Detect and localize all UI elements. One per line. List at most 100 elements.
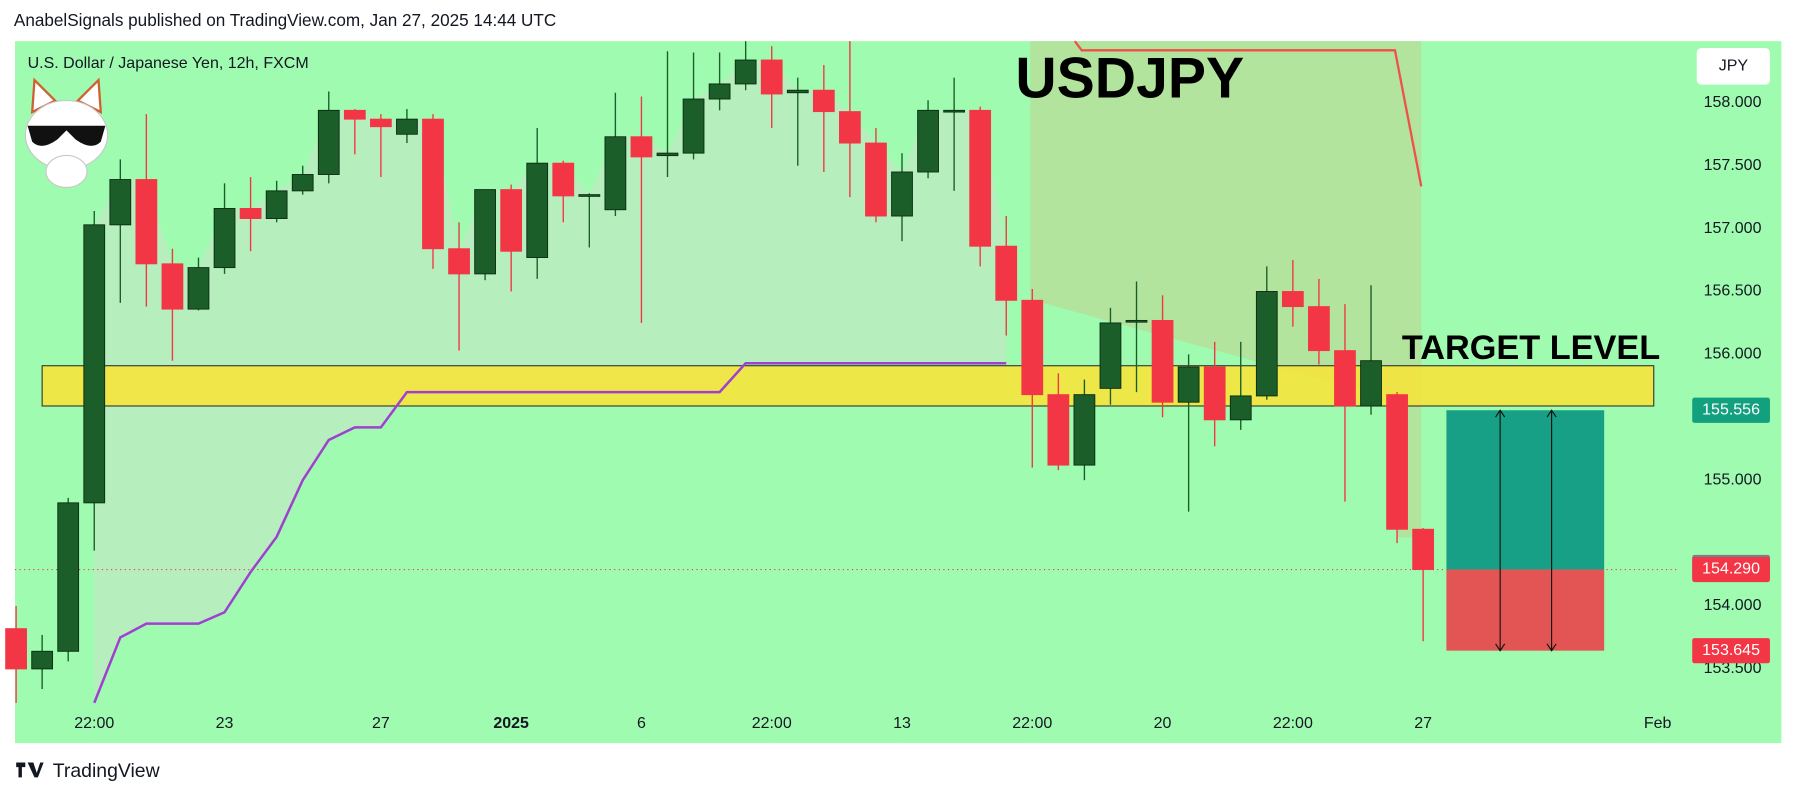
candle-body [265,190,288,219]
projection-line [1073,40,1423,187]
candle-body [760,59,783,95]
currency-label: JPY [1719,58,1749,75]
plot-layer: TARGET LEVEL 153.500 154.000 155.000 156.000… [5,41,1770,744]
x-tick-label: Feb [1644,715,1672,732]
currency-box [1696,48,1770,85]
y-tick-label: 156.000 [1704,346,1762,363]
candle-body [474,189,496,275]
y-tick-label: 158.000 [1704,94,1762,111]
candle-body [865,142,887,217]
candle-body [786,89,809,94]
candle-body [1021,299,1044,396]
x-tick-label: 22:00 [752,715,792,732]
candle-body [943,109,966,113]
candle-body [1099,322,1122,389]
candle-body [812,89,835,113]
candle-body [239,208,262,219]
candle-body [343,109,366,120]
candle-body [1281,291,1304,308]
candle-body [1412,528,1435,570]
candle-body [682,98,705,154]
candle-body [1203,366,1226,421]
candle-body [1151,319,1174,403]
candle-body [213,208,236,269]
candle-body [656,152,679,157]
price-label: 155.556 [1702,401,1760,418]
candle-body [1229,395,1252,421]
candle-body [317,109,340,175]
price-label-box [1692,397,1770,423]
y-tick-label: 154.000 [1704,597,1762,614]
x-tick-label: 22:00 [74,715,114,732]
publish-header: AnabelSignals published on TradingView.c… [14,10,556,30]
x-tick-label: 27 [1414,715,1432,732]
price-label: 154.290 [1702,561,1760,578]
indicator-line [93,361,1007,704]
candle-body [578,194,601,197]
x-tick-label: 22:00 [1273,715,1313,732]
candle-body [83,224,106,504]
x-tick-label: 6 [637,715,646,732]
candle-body [1073,394,1096,466]
logo [16,762,44,778]
candle-body [187,267,210,310]
candle-body [291,174,314,192]
candle-body [1255,291,1278,397]
candle-body [734,59,757,85]
zone-label: TARGET LEVEL [1402,329,1660,367]
arrow-head [1495,643,1506,652]
target-zone [41,365,1655,407]
candle-body [1125,319,1148,323]
candle-body [135,179,158,265]
x-tick-label: 2025 [493,715,529,732]
candle-body [500,189,523,252]
candle-body [109,179,132,226]
candle-body [604,136,627,211]
candle-body [1360,360,1382,407]
candle-body [891,171,913,217]
candle-body [57,502,80,652]
y-tick-label: 157.500 [1704,157,1762,174]
candle-body [448,248,470,275]
candle-body [552,162,575,197]
candle-body [630,136,653,158]
candle-body [839,111,861,144]
candle-body [1047,394,1070,466]
mascot [24,77,109,189]
candle-body [1334,350,1356,407]
candle-body [969,109,992,247]
candle-body [5,628,27,670]
y-tick-label: 157.000 [1704,220,1762,237]
symbol-subtitle: U.S. Dollar / Japanese Yen, 12h, FXCM [28,55,309,72]
footer-brand: TradingView [53,760,161,782]
x-tick-label: 13 [893,715,911,732]
candle-body [161,263,184,310]
candle-body [31,650,54,670]
candle-body [1177,366,1200,403]
x-tick-label: 20 [1154,715,1172,732]
candle-body [396,118,418,135]
candle-body [526,162,549,258]
x-tick-label: 23 [216,715,234,732]
candle-body [1308,306,1330,352]
candle-body [917,109,939,173]
arrow-head [1495,409,1506,418]
price-label-box [1692,556,1770,583]
candle-body [369,118,392,128]
candle-body [422,118,444,250]
price-label-box [1692,638,1770,664]
position-stop [1446,569,1605,651]
candle-body [1386,394,1408,530]
y-tick-label: 153.500 [1704,660,1762,677]
arrow-head [1546,643,1557,652]
y-tick-label: 156.500 [1704,283,1762,300]
candle-body [995,245,1018,301]
candle-body [708,83,731,100]
price-label: 153.645 [1702,642,1760,659]
position-target [1446,410,1605,570]
chart-title: USDJPY [1015,46,1244,110]
x-tick-label: 22:00 [1012,715,1052,732]
y-tick-label: 155.000 [1704,471,1762,488]
x-tick-label: 27 [372,715,390,732]
